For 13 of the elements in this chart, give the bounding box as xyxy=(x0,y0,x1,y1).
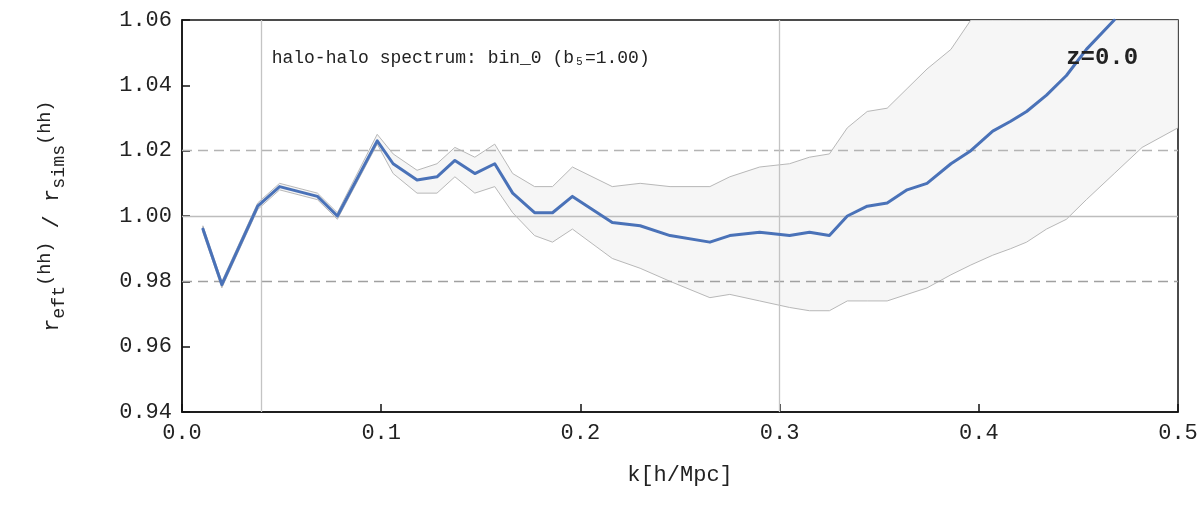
y-tick-label: 0.98 xyxy=(119,268,172,294)
x-axis-title: k[h/Mpc] xyxy=(627,462,733,488)
x-tick-label: 0.1 xyxy=(361,420,401,446)
annotation: halo-halo spectrum: bin_0 (b₅=1.00) xyxy=(271,47,650,68)
y-tick-label: 1.04 xyxy=(119,72,172,98)
x-tick-label: 0.5 xyxy=(1158,420,1198,446)
y-tick-label: 1.06 xyxy=(119,7,172,33)
y-tick-label: 1.02 xyxy=(119,138,172,164)
y-tick-label: 0.96 xyxy=(119,334,172,360)
x-tick-label: 0.2 xyxy=(560,420,601,446)
x-tick-label: 0.4 xyxy=(959,420,999,446)
x-tick-label: 0.3 xyxy=(759,420,800,446)
y-tick-label: 1.00 xyxy=(119,203,172,229)
